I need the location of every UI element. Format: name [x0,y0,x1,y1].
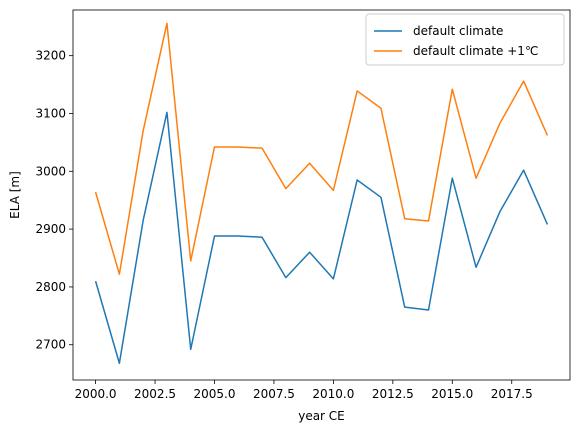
series-line-default-climate-plus-1 [94,22,549,275]
x-tick-label: 2012.5 [372,387,414,401]
y-axis-ticks: 2700 2800 2900 3000 3100 3200 [35,49,73,352]
plot-frame [72,9,571,381]
series-line-default-climate [94,111,549,364]
legend-box [365,13,565,66]
y-axis-label: ELA [m] [8,171,22,219]
x-tick-label: 2010.0 [312,387,354,401]
legend-entry-default-climate-plus-1: default climate +1℃ [413,44,538,58]
x-tick-label: 2015.0 [431,387,473,401]
x-tick-label: 2017.5 [491,387,533,401]
y-tick-label: 3000 [35,164,66,178]
y-tick-label: 2800 [35,280,66,294]
x-tick-label: 2002.5 [134,387,176,401]
x-axis-ticks: 2000.0 2002.5 2005.0 2007.5 2010.0 2012.5 2015… [75,380,533,401]
legend: default climate default climate +1℃ [365,13,565,66]
x-tick-label: 2005.0 [193,387,235,401]
y-tick-label: 3100 [35,106,66,120]
y-tick-label: 2700 [35,338,66,352]
x-tick-label: 2007.5 [253,387,295,401]
plot-lines [94,22,549,364]
legend-entry-default-climate: default climate [413,24,503,38]
x-tick-label: 2000.0 [75,387,117,401]
y-tick-label: 2900 [35,222,66,236]
y-tick-label: 3200 [35,49,66,63]
x-axis-label: year CE [298,409,345,423]
